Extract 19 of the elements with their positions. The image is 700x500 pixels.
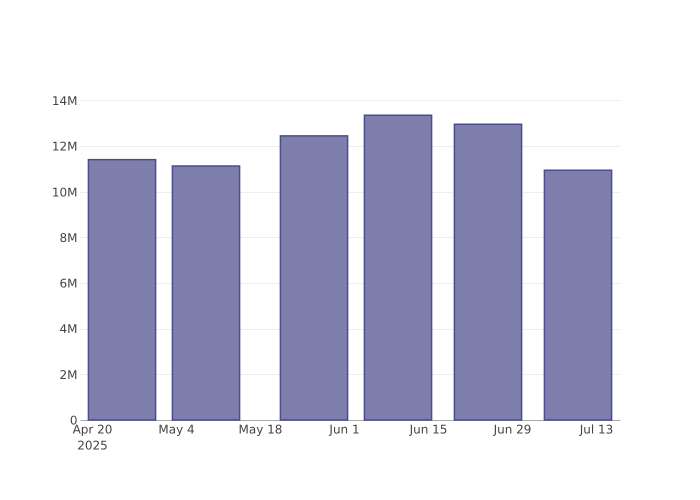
y-tick-label: 4M	[60, 322, 78, 336]
x-tick-label: Jun 15	[408, 422, 448, 436]
x-tick-label: Jul 13	[578, 422, 614, 436]
y-tick-label: 2M	[60, 368, 78, 382]
x-tick-label: May 4	[158, 422, 195, 436]
bar	[88, 158, 156, 421]
x-tick-label: Jun 29	[492, 422, 532, 436]
bar	[544, 170, 612, 421]
y-tick-label: 8M	[60, 230, 78, 245]
x-tick-label: May 18	[238, 422, 282, 436]
y-tick-label: 14M	[52, 94, 78, 108]
bar	[454, 123, 522, 421]
bar	[280, 135, 348, 421]
y-tick-label: 12M	[52, 140, 78, 154]
bar	[172, 165, 240, 421]
y-tick-label: 6M	[60, 276, 78, 291]
x-tick-label: Jun 1	[328, 422, 360, 436]
bar	[364, 114, 432, 421]
y-tick-label: 10M	[52, 185, 78, 200]
